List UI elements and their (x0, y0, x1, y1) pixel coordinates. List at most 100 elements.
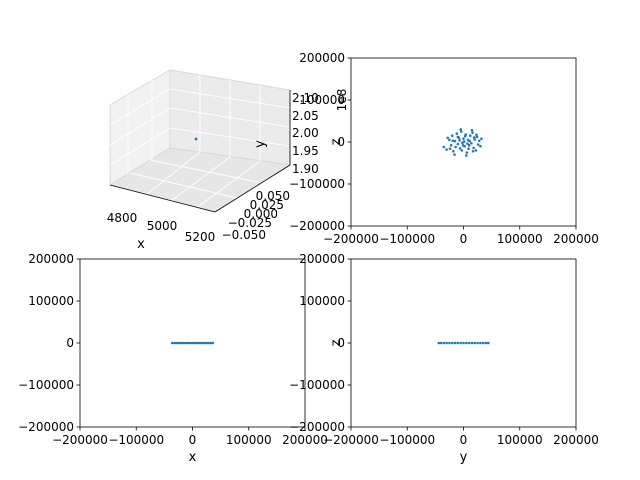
tr-data-point (468, 134, 472, 137)
br-data-point (442, 341, 446, 345)
bl-data-point (209, 341, 212, 345)
3d-ytick-1: 0.025 (250, 198, 284, 212)
tr-data-point (446, 136, 450, 140)
br-data-point (459, 341, 462, 345)
bl-data-point (195, 341, 199, 345)
tr-data-point (452, 149, 455, 153)
tr-data-point (445, 148, 448, 151)
bl-ytick-label: −100000 (18, 378, 74, 392)
br-data-point (484, 341, 488, 345)
br-xtick-label: 100000 (497, 433, 543, 447)
bl-ytick-label: −200000 (18, 420, 74, 434)
tr-data-point (456, 142, 460, 146)
panel-bottom-left: −200000 −100000 0 100000 200000−200000−10000… (18, 252, 328, 465)
bl-data-point (200, 341, 203, 345)
tr-data-point (473, 138, 477, 141)
bl-ytick-label: 100000 (28, 294, 74, 308)
bl-xtick-label: −100000 (108, 433, 164, 447)
bl-data-point (193, 341, 197, 345)
bl-xlabel: x (189, 450, 197, 465)
br-xtick-label: 200000 (553, 433, 599, 447)
tr-data-point (458, 147, 462, 150)
3d-xtick-0: 4800 (107, 211, 138, 225)
bl-data-point (206, 341, 210, 345)
bl-data-point (184, 341, 188, 345)
tr-data-point (448, 138, 451, 142)
br-xtick-label: −100000 (379, 433, 435, 447)
tr-data-point (472, 146, 475, 150)
tr-data-point (455, 132, 459, 135)
tr-data-point (456, 135, 460, 139)
panel-3d: 4800 5000 5200 x 0.050 0.025 0.000 −0.02… (107, 69, 349, 252)
3d-offset-label: 1e8 (335, 89, 349, 112)
panel-bottom-right: −200000 −100000 0 100000 200000−200000−10000… (289, 252, 599, 465)
tr-data-point (465, 154, 468, 157)
bl-data-point (202, 341, 206, 345)
bl-data-point (204, 341, 208, 345)
3d-x-axis-line (109, 184, 216, 213)
tr-data-point (470, 141, 473, 145)
bl-data-point (177, 341, 181, 345)
tr-data-point (467, 144, 471, 147)
3d-ytick-4: −0.050 (222, 228, 266, 242)
tr-ytick-label: 100000 (299, 93, 345, 107)
tr-data-point (462, 140, 466, 143)
tr-xtick-label: −200000 (323, 232, 379, 246)
tr-ylabel: z (329, 138, 344, 145)
tr-ytick-label: −200000 (289, 219, 345, 233)
3d-ztick-2: 2.00 (292, 126, 319, 140)
tr-ytick-label: −100000 (289, 177, 345, 191)
br-data-point (465, 341, 468, 345)
3d-y-axis-line (214, 164, 291, 213)
3d-ztick-4: 1.90 (292, 162, 319, 176)
tr-data-point (458, 139, 461, 142)
bl-xtick-label: 0 (189, 433, 197, 447)
tr-data-point (476, 143, 480, 146)
br-data-point (473, 341, 477, 345)
br-data-point (467, 341, 471, 345)
bl-data-point (211, 341, 215, 345)
3d-xlabel: x (137, 237, 145, 252)
tr-data-point (465, 151, 469, 154)
br-data-point (481, 341, 485, 345)
tr-data-point (480, 137, 483, 140)
tr-data-point (442, 145, 446, 149)
tr-data-point (450, 134, 454, 137)
3d-ztick-0: 2.10 (292, 91, 319, 105)
tr-data-point (475, 133, 478, 137)
3d-grid (109, 75, 291, 210)
bl-xtick-label: 100000 (226, 433, 272, 447)
tr-data-point (477, 139, 481, 143)
br-ytick-label: 100000 (299, 294, 345, 308)
br-data-point (476, 341, 479, 345)
br-data-point (448, 341, 451, 345)
3d-ytick-0: 0.050 (256, 189, 290, 203)
tr-data-point (475, 135, 479, 139)
tr-data-point (453, 153, 456, 156)
br-data-point (437, 341, 441, 345)
bl-data-point (197, 341, 201, 345)
tr-xtick-label: 200000 (553, 232, 599, 246)
tr-data-point (454, 145, 457, 149)
br-data-point (445, 341, 448, 345)
tr-data-point (471, 149, 475, 153)
bl-data-point (191, 341, 194, 345)
br-data-point (453, 341, 457, 345)
tr-data-point (466, 142, 469, 145)
br-ytick-label: −100000 (289, 378, 345, 392)
tr-data-point (461, 144, 465, 147)
bl-data-point (182, 341, 185, 345)
br-ytick-label: 0 (337, 336, 345, 350)
tr-data-point (474, 149, 478, 152)
tr-data-point (459, 128, 462, 131)
tr-data-point (448, 147, 452, 151)
tr-data-point (462, 137, 465, 140)
tr-data-point (463, 134, 467, 138)
br-data-point (462, 341, 465, 345)
tr-data-point (449, 144, 453, 147)
tr-xtick-label: 100000 (497, 232, 543, 246)
bl-xtick-label: 200000 (282, 433, 328, 447)
bl-xtick-label: −200000 (52, 433, 108, 447)
br-ylabel: z (329, 339, 344, 346)
